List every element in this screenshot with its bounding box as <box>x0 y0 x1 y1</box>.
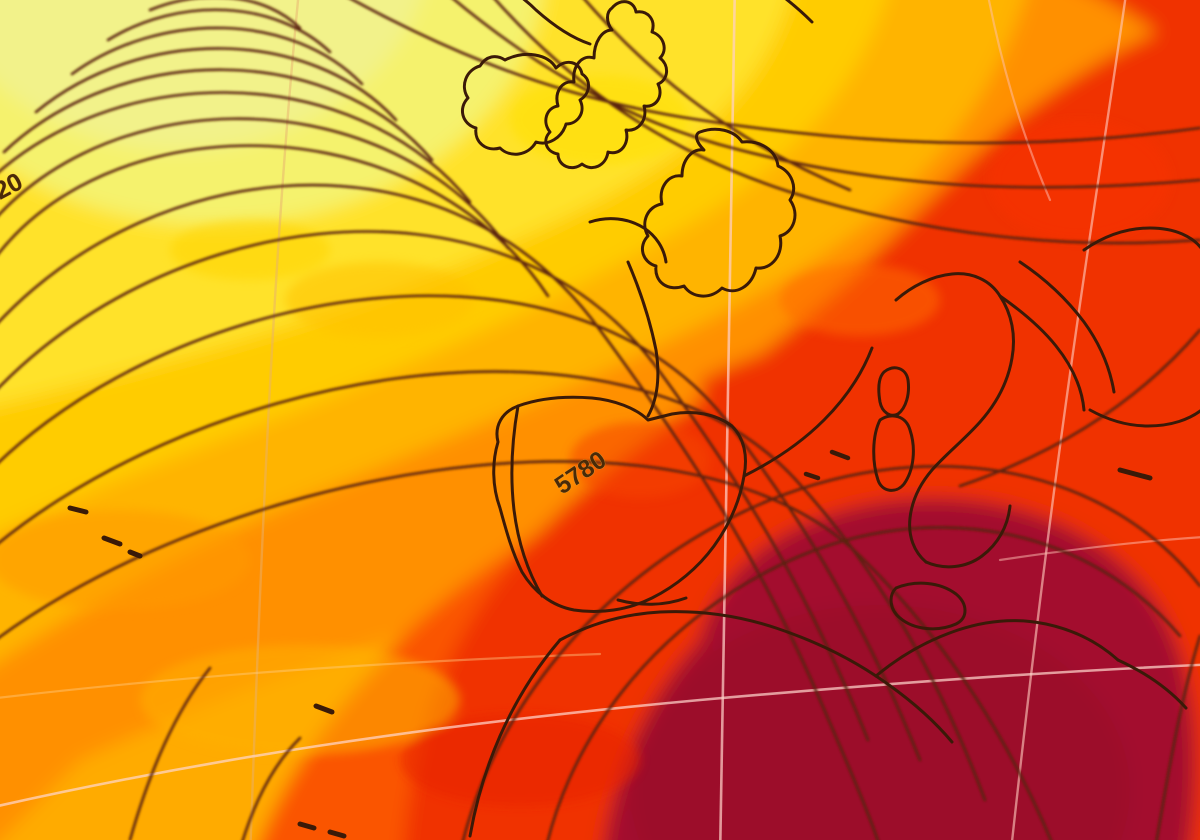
coastline-gibraltar <box>616 596 688 606</box>
coastline-scotland <box>522 0 592 46</box>
coastline-sardinia <box>872 414 915 492</box>
coastline-italy <box>894 272 1015 564</box>
coastline-scottish-isles <box>784 0 814 24</box>
coastline-libya <box>1116 658 1188 710</box>
coastline-algeria-tunisia <box>874 619 1120 678</box>
island-group-azores <box>67 505 143 559</box>
coastline-biscay <box>626 260 660 418</box>
coastline-sicily <box>889 581 967 631</box>
coastline-brittany <box>588 217 668 264</box>
coastline-italy-adriatic <box>998 294 1086 412</box>
coastline-adriatic-east <box>1018 260 1116 394</box>
island-crete <box>1117 467 1153 481</box>
coastline-portugal <box>510 404 544 598</box>
coastline-corsica <box>877 366 910 417</box>
coastline-spanish-mediterranean <box>742 346 874 478</box>
coastline-layer <box>67 0 1200 839</box>
coastline-france <box>640 127 797 298</box>
island-balearic <box>803 449 851 481</box>
coastline-italy-south <box>924 504 1012 569</box>
coastline-balkans <box>1082 226 1200 252</box>
island-madeira <box>313 703 335 715</box>
coastline-great-britain <box>544 0 668 170</box>
coastline-greece <box>1088 408 1200 428</box>
coastline-morocco-atlantic <box>468 638 562 838</box>
shading-texture <box>0 75 1170 806</box>
coastline-north-africa <box>558 610 954 744</box>
island-group-canary <box>297 821 347 839</box>
